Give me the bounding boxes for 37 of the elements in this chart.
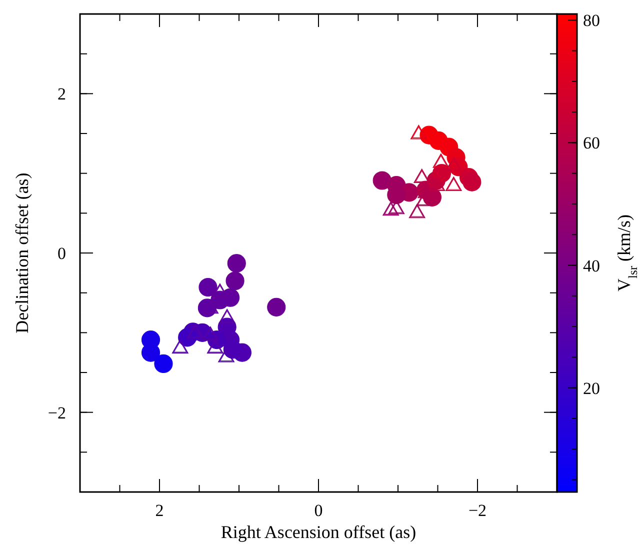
- point: [382, 201, 399, 216]
- point: [408, 204, 426, 218]
- y-tick-label: 2: [58, 84, 66, 104]
- color-bar-label: 80: [583, 11, 600, 30]
- point: [428, 176, 446, 191]
- point: [202, 326, 218, 341]
- x-axis-title: Right Ascension offset (as): [220, 522, 416, 542]
- point: [267, 298, 286, 316]
- point: [227, 254, 246, 273]
- point: [414, 168, 430, 184]
- point: [187, 324, 204, 338]
- point: [462, 172, 482, 192]
- y-axis-title: Declination offset (as): [12, 172, 32, 334]
- point: [212, 284, 228, 298]
- x-tick-label: −2: [468, 501, 487, 520]
- color-bar-label: 20: [583, 378, 600, 398]
- point: [416, 192, 432, 206]
- point: [226, 272, 244, 290]
- point: [172, 339, 188, 354]
- point: [410, 125, 427, 140]
- point: [372, 171, 392, 190]
- point: [202, 299, 218, 314]
- point: [218, 348, 234, 362]
- color-bar-label: 60: [583, 134, 600, 153]
- point: [388, 200, 405, 214]
- point: [218, 309, 236, 324]
- y-tick-label: 0: [58, 244, 66, 263]
- point: [446, 156, 462, 172]
- point: [207, 339, 224, 354]
- color-bar-label: 40: [583, 256, 600, 276]
- point: [154, 354, 173, 374]
- point: [387, 186, 406, 204]
- x-tick-label: 0: [314, 501, 323, 520]
- x-tick-label: 2: [155, 501, 164, 520]
- point: [446, 176, 462, 191]
- point: [198, 278, 218, 297]
- y-tick-label: −2: [48, 403, 66, 422]
